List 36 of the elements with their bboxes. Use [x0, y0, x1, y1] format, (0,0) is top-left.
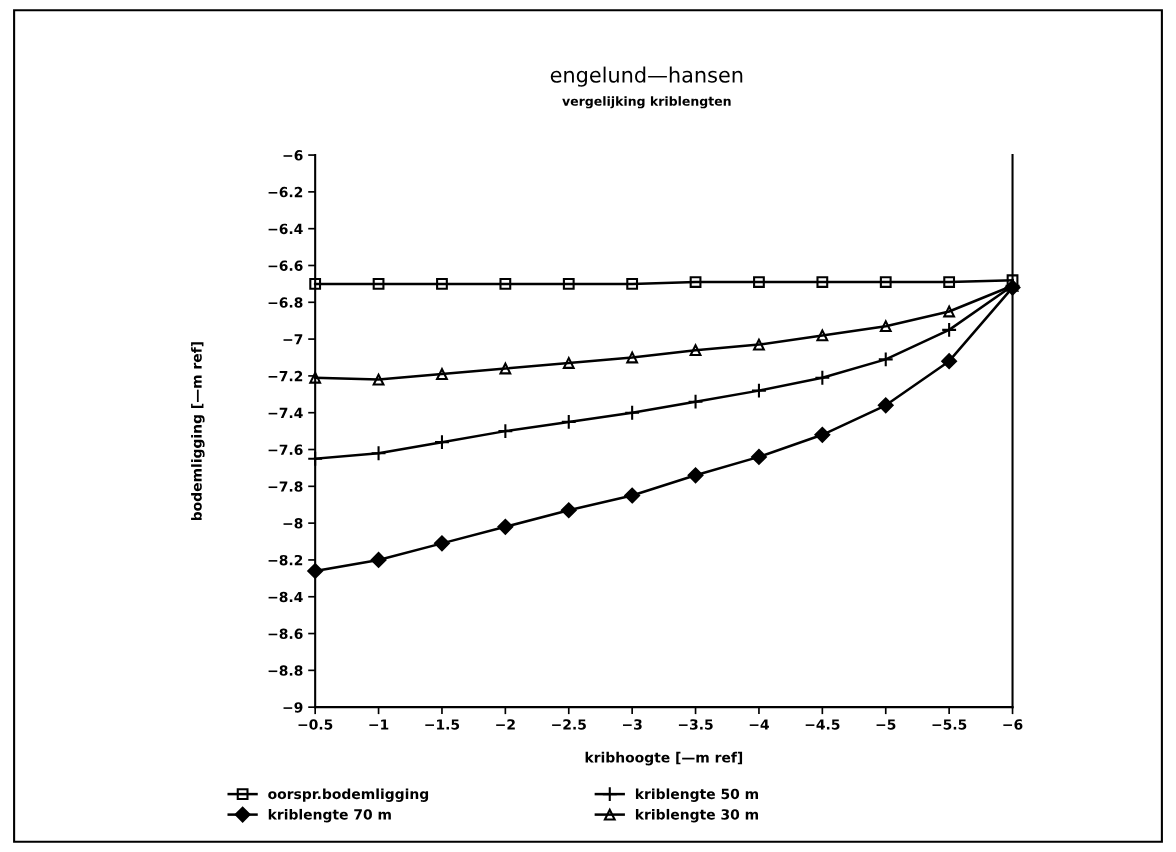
x-tick-label: −4 — [749, 719, 769, 730]
x-axis-title: kribhoogte [—m ref] — [585, 751, 743, 766]
y-tick-label: −7.8 — [268, 481, 303, 492]
y-tick-label: −7.6 — [268, 444, 303, 455]
y-tick-label: −7 — [283, 334, 303, 345]
y-tick-label: −9 — [283, 702, 303, 713]
y-tick-label: −7.4 — [268, 407, 303, 418]
y-tick-label: −8.4 — [268, 591, 303, 603]
y-tick-label: −6 — [283, 150, 303, 161]
x-tick-label: −5.5 — [932, 719, 967, 730]
y-tick-label: −8.2 — [268, 554, 303, 566]
x-tick-label: −2 — [496, 719, 515, 730]
x-tick-label: −5 — [876, 719, 896, 730]
legend-label: kriblengte 30 m — [635, 808, 759, 823]
legend-label: kriblengte 50 m — [635, 788, 759, 802]
y-tick-label: −7.2 — [268, 370, 303, 382]
y-tick-label: −6.2 — [268, 186, 303, 198]
y-tick-label: −8.6 — [268, 628, 303, 640]
y-axis-title: bodemligging [—m ref] — [191, 342, 205, 521]
y-tick-label: −6.8 — [268, 297, 303, 308]
x-tick-label: −3 — [622, 719, 642, 730]
x-tick-label: −1 — [369, 719, 389, 730]
x-tick-label: −6 — [1003, 719, 1023, 730]
y-tick-label: −8.8 — [268, 665, 303, 676]
x-tick-label: −1.5 — [425, 719, 460, 730]
legend-label: oorspr.bodemligging — [268, 788, 429, 802]
x-tick-label: −4.5 — [805, 719, 840, 730]
y-tick-label: −6.6 — [268, 260, 303, 271]
chart-subtitle: vergelijking kriblengten — [562, 96, 731, 109]
legend-label: kriblengte 70 m — [268, 808, 391, 823]
x-tick-label: −0.5 — [298, 719, 333, 730]
x-tick-label: −2.5 — [552, 719, 586, 730]
y-tick-label: −6.4 — [268, 223, 303, 235]
y-tick-label: −8 — [283, 518, 303, 529]
chart-title: engelund—hansen — [550, 66, 743, 87]
x-tick-label: −3.5 — [678, 719, 713, 730]
